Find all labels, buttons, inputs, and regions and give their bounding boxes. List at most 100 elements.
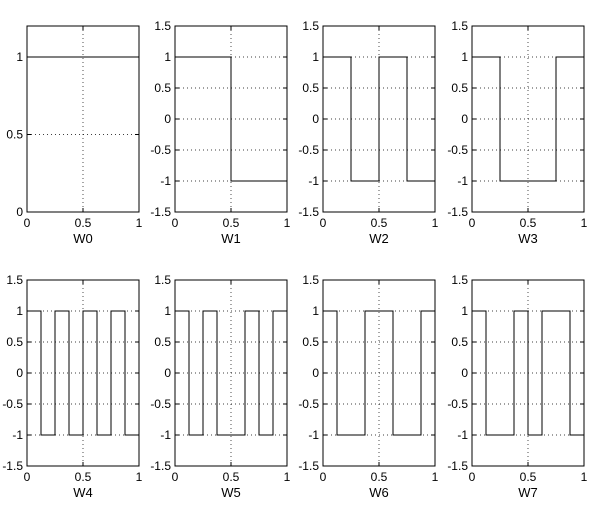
y-tick-label: -1.5 — [447, 205, 468, 219]
x-tick-label: 0.5 — [520, 216, 537, 230]
y-tick-label: 0 — [461, 112, 468, 126]
y-tick-label: -1 — [308, 174, 319, 188]
y-tick-label: 0 — [16, 205, 23, 219]
y-tick-label: 1 — [164, 304, 171, 318]
subplot-w5: 0 0.5 1 -1.5 -1 -0.5 0 0.5 1 1.5 W5 — [150, 273, 290, 500]
x-tick-label: 0 — [24, 216, 31, 230]
x-tick-label: 0 — [172, 216, 179, 230]
x-tick-label: 1 — [136, 470, 143, 484]
y-tick-label: 1 — [312, 304, 319, 318]
y-tick-label: -1.5 — [447, 459, 468, 473]
subplot-w2: 0 0.5 1 -1.5 -1 -0.5 0 0.5 1 1.5 W2 — [298, 19, 438, 246]
y-tick-label: -0.5 — [298, 397, 319, 411]
waveform-line — [323, 56, 435, 182]
subplot-w3: 0 0.5 1 -1.5 -1 -0.5 0 0.5 1 1.5 W3 — [447, 19, 587, 246]
y-tick-label: 1 — [312, 50, 319, 64]
x-tick-label: 1 — [284, 470, 291, 484]
y-tick-label: 0.5 — [302, 81, 319, 95]
x-tick-label: 0 — [469, 216, 476, 230]
x-axis-label: W6 — [369, 485, 389, 500]
x-tick-label: 0 — [320, 470, 327, 484]
y-tick-label: 1 — [461, 50, 468, 64]
waveform-line — [472, 310, 584, 436]
subplot-w1: 0 0.5 1 -1.5 -1 -0.5 0 0.5 1 1.5 W1 — [150, 19, 290, 246]
y-tick-label: -0.5 — [447, 397, 468, 411]
x-tick-label: 0.5 — [371, 216, 388, 230]
y-tick-label: -1.5 — [298, 205, 319, 219]
y-tick-label: 0.5 — [302, 335, 319, 349]
y-tick-label: 1 — [16, 304, 23, 318]
x-tick-label: 1 — [581, 470, 588, 484]
x-tick-label: 0.5 — [223, 216, 240, 230]
x-axis-label: W3 — [518, 231, 538, 246]
x-tick-label: 0 — [24, 470, 31, 484]
y-tick-label: -1 — [12, 428, 23, 442]
y-tick-label: -1.5 — [150, 205, 171, 219]
y-tick-label: 0 — [461, 366, 468, 380]
y-tick-label: 1.5 — [154, 273, 171, 287]
x-tick-label: 1 — [581, 216, 588, 230]
y-tick-label: -1.5 — [298, 459, 319, 473]
waveform-line — [323, 310, 435, 436]
subplot-w6: 0 0.5 1 -1.5 -1 -0.5 0 0.5 1 1.5 W6 — [298, 273, 438, 500]
subplot-w4: 0 0.5 1 -1.5 -1 -0.5 0 0.5 1 1.5 W4 — [2, 273, 142, 500]
y-tick-label: 0.5 — [6, 128, 23, 142]
y-tick-label: 0.5 — [154, 81, 171, 95]
x-tick-label: 0.5 — [75, 216, 92, 230]
x-tick-label: 1 — [432, 470, 439, 484]
y-tick-label: 0 — [312, 112, 319, 126]
y-tick-label: 0.5 — [6, 335, 23, 349]
y-tick-label: -0.5 — [447, 143, 468, 157]
y-tick-label: -1 — [457, 174, 468, 188]
y-tick-label: 1.5 — [6, 273, 23, 287]
x-axis-label: W2 — [369, 231, 389, 246]
x-axis-label: W0 — [73, 231, 93, 246]
y-tick-label: -1 — [308, 428, 319, 442]
x-axis-label: W7 — [518, 485, 538, 500]
x-tick-label: 1 — [136, 216, 143, 230]
y-tick-label: 1 — [16, 50, 23, 64]
y-tick-label: 1.5 — [154, 19, 171, 33]
x-tick-label: 0.5 — [75, 470, 92, 484]
x-tick-label: 0 — [172, 470, 179, 484]
y-tick-label: 1 — [461, 304, 468, 318]
x-tick-label: 0.5 — [520, 470, 537, 484]
y-tick-label: 1.5 — [302, 19, 319, 33]
y-tick-label: 0.5 — [451, 335, 468, 349]
y-tick-label: 0 — [312, 366, 319, 380]
y-tick-label: -1 — [160, 428, 171, 442]
x-tick-label: 0 — [469, 470, 476, 484]
waveform-line — [27, 310, 139, 436]
y-tick-label: -1 — [160, 174, 171, 188]
y-tick-label: -0.5 — [298, 143, 319, 157]
x-axis-label: W1 — [221, 231, 241, 246]
y-tick-label: 0 — [16, 366, 23, 380]
subplot-w7: 0 0.5 1 -1.5 -1 -0.5 0 0.5 1 1.5 W7 — [447, 273, 587, 500]
y-tick-label: -0.5 — [150, 143, 171, 157]
y-tick-label: 0 — [164, 112, 171, 126]
y-tick-label: -1.5 — [2, 459, 23, 473]
y-tick-label: 1.5 — [302, 273, 319, 287]
waveform-line — [175, 310, 287, 436]
y-tick-label: 0.5 — [154, 335, 171, 349]
x-tick-label: 0.5 — [223, 470, 240, 484]
x-axis-label: W4 — [73, 485, 93, 500]
x-tick-label: 1 — [432, 216, 439, 230]
y-tick-label: 1 — [164, 50, 171, 64]
x-tick-label: 1 — [284, 216, 291, 230]
y-tick-label: -0.5 — [150, 397, 171, 411]
y-tick-label: 0 — [164, 366, 171, 380]
x-tick-label: 0 — [320, 216, 327, 230]
y-tick-label: -0.5 — [2, 397, 23, 411]
y-tick-label: 1.5 — [451, 19, 468, 33]
y-tick-label: -1 — [457, 428, 468, 442]
waveform-line — [472, 56, 584, 182]
subplot-w0: 0 0.5 1 0 0.5 1 W0 — [6, 25, 143, 246]
x-tick-label: 0.5 — [371, 470, 388, 484]
waveform-line — [175, 56, 287, 182]
y-tick-label: 0.5 — [451, 81, 468, 95]
x-axis-label: W5 — [221, 485, 241, 500]
y-tick-label: -1.5 — [150, 459, 171, 473]
